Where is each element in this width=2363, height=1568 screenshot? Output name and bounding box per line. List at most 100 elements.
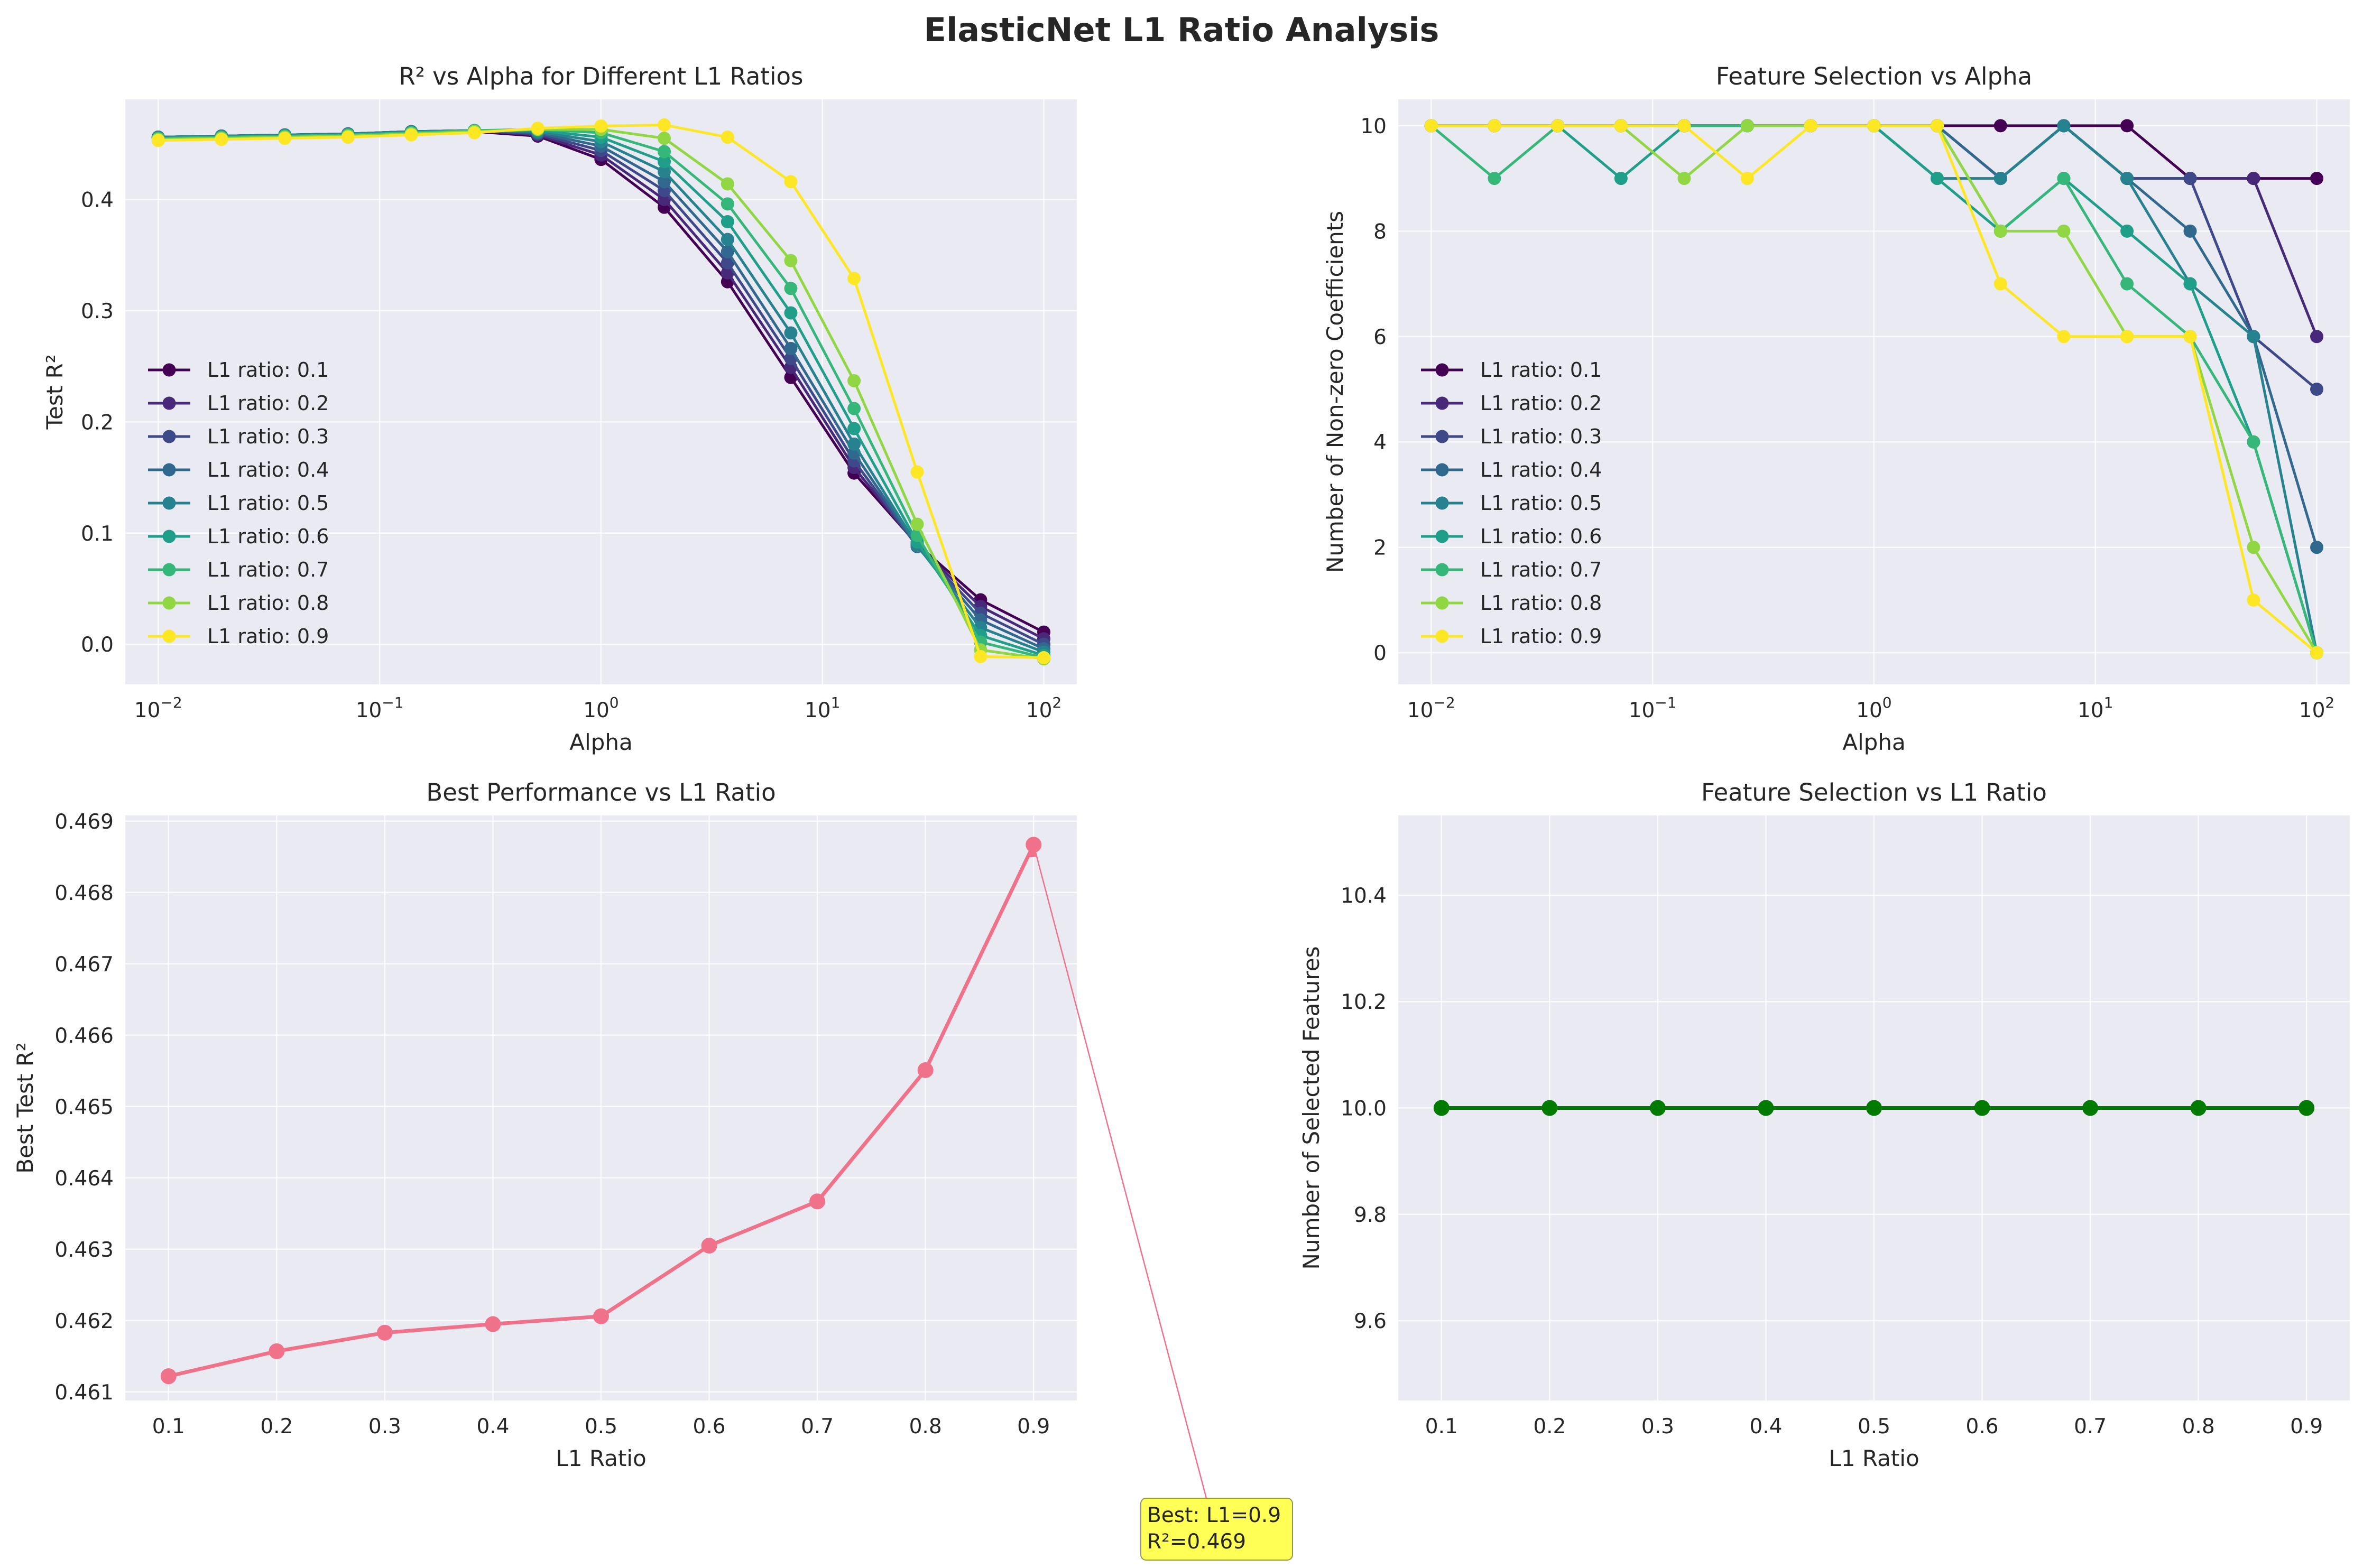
data-point [847, 422, 861, 435]
annotation-box [1140, 1498, 1293, 1561]
legend-entry: L1 ratio: 0.8 [1480, 591, 1602, 615]
data-point [1614, 172, 1628, 185]
legend-swatch-marker [1435, 629, 1449, 643]
x-tick-label: 0.2 [260, 1415, 293, 1439]
x-tick-exponent: 1 [2104, 694, 2113, 711]
y-tick-label: 0.468 [54, 882, 114, 905]
data-point [721, 197, 734, 211]
x-tick-label: 0.4 [476, 1415, 509, 1439]
data-point [2190, 1100, 2207, 1116]
data-point [721, 256, 734, 270]
series-9 [1424, 119, 2324, 660]
data-point [1758, 1100, 1774, 1116]
x-tick-exponent: −2 [1433, 694, 1455, 711]
x-tick-label: 102 [1026, 694, 1061, 722]
data-point [784, 282, 798, 295]
data-point [2247, 435, 2260, 449]
legend-swatch-marker [162, 530, 176, 543]
x-tick-label: 10−2 [1407, 694, 1455, 722]
legend-swatch-marker [1435, 496, 1449, 510]
x-tick-label: 101 [805, 694, 840, 722]
x-tick-label: 0.6 [693, 1415, 726, 1439]
x-axis-label: Alpha [1842, 729, 1905, 755]
x-tick-label: 0.8 [2182, 1415, 2215, 1439]
x-tick-label: 0.3 [368, 1415, 401, 1439]
legend-swatch-marker [1435, 363, 1449, 377]
y-tick-label: 0 [1373, 642, 1387, 665]
data-point [721, 245, 734, 258]
data-point [1993, 172, 2007, 185]
data-point [2310, 172, 2324, 185]
legend-entry: L1 ratio: 0.6 [207, 525, 329, 548]
y-tick-label: 0.3 [81, 300, 114, 323]
series-1 [1433, 1100, 2315, 1116]
data-point [847, 402, 861, 415]
data-point [657, 175, 671, 189]
legend-swatch-marker [1435, 530, 1449, 543]
subplot-4: 0.1 0.2 0.3 0.4 0.5 0.6 0.7 0.8 0.9 9.6 9.8 10.0 10.… [1298, 778, 2350, 1471]
data-point [721, 131, 734, 144]
data-point [151, 134, 165, 147]
y-tick-label: 0.461 [54, 1381, 114, 1405]
y-tick-label: 0.469 [54, 810, 114, 834]
data-point [2057, 224, 2071, 238]
data-point [278, 132, 292, 145]
data-point [917, 1062, 934, 1078]
data-point [1993, 119, 2007, 133]
y-tick-label: 0.0 [81, 633, 114, 657]
data-point [974, 650, 987, 663]
data-point [2082, 1100, 2099, 1116]
data-point [2120, 224, 2134, 238]
y-tick-label: 0.1 [81, 522, 114, 546]
legend: L1 ratio: 0.1 L1 ratio: 0.2 L1 ratio: 0.3 L… [148, 358, 329, 648]
legend: L1 ratio: 0.1 L1 ratio: 0.2 L1 ratio: 0.3 L… [1421, 358, 1602, 648]
figure-title: ElasticNet L1 Ratio Analysis [924, 11, 1439, 49]
data-point [531, 122, 544, 135]
data-point [1993, 277, 2007, 291]
annotation-text-r2: R²=0.469 [1147, 1530, 1246, 1554]
data-point [1649, 1100, 1666, 1116]
data-point [657, 118, 671, 132]
x-tick-base: 10 [805, 699, 831, 722]
x-axis-label: L1 Ratio [556, 1445, 646, 1471]
legend-entry: L1 ratio: 0.4 [1480, 458, 1602, 481]
y-tick-label: 10.2 [1341, 990, 1387, 1014]
data-point [657, 132, 671, 145]
data-point [341, 131, 355, 144]
x-tick-label: 0.6 [1966, 1415, 1999, 1439]
x-axis-label: Alpha [569, 729, 632, 755]
y-tick-label: 6 [1373, 326, 1387, 349]
x-tick-exponent: −1 [1655, 694, 1676, 711]
x-tick-exponent: 0 [1882, 694, 1892, 711]
y-tick-label: 10 [1360, 115, 1387, 138]
data-point [1866, 1100, 1882, 1116]
y-tick-label: 9.6 [1354, 1310, 1387, 1333]
data-point [2057, 330, 2071, 344]
subplot-title: Best Performance vs L1 Ratio [426, 778, 776, 806]
x-tick-label: 0.1 [1425, 1415, 1458, 1439]
data-point [1993, 224, 2007, 238]
data-point [160, 1368, 177, 1385]
legend-entry: L1 ratio: 0.2 [1480, 392, 1602, 415]
data-point [2183, 277, 2197, 291]
data-point [1677, 172, 1691, 185]
data-point [2247, 593, 2260, 607]
x-tick-exponent: 1 [831, 694, 841, 711]
series-9 [151, 118, 1051, 664]
data-point [1677, 119, 1691, 133]
data-point [721, 177, 734, 191]
data-point [593, 1308, 609, 1324]
y-tick-label: 0.2 [81, 411, 114, 434]
data-point [485, 1316, 501, 1332]
x-tick-base: 10 [1026, 699, 1053, 722]
legend-swatch-marker [1435, 396, 1449, 410]
y-tick-label: 0.464 [54, 1167, 114, 1191]
data-point [721, 233, 734, 246]
x-tick-label: 100 [583, 694, 619, 722]
data-point [1740, 172, 1754, 185]
data-point [1867, 119, 1881, 133]
y-tick-label: 10.0 [1341, 1097, 1387, 1121]
data-point [2120, 172, 2134, 185]
